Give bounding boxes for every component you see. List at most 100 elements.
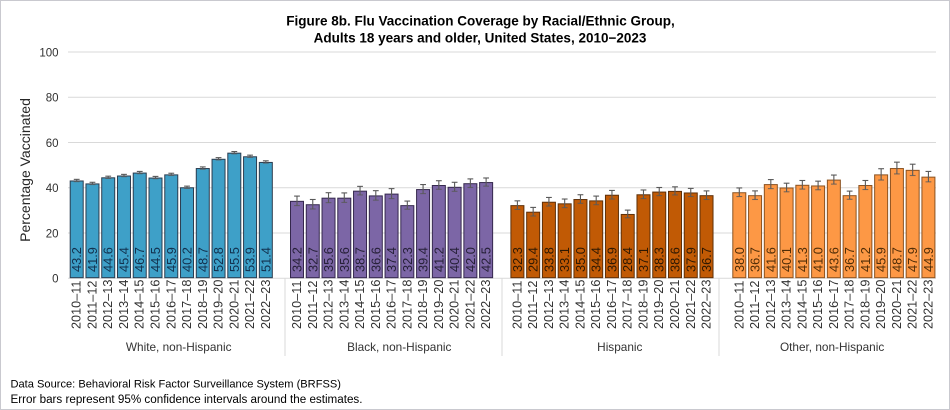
svg-text:32.7: 32.7 [305,247,320,272]
svg-text:2022–23: 2022–23 [259,280,273,329]
svg-text:2020–21: 2020–21 [890,280,904,329]
svg-text:38.7: 38.7 [353,247,368,272]
svg-text:2022–23: 2022–23 [921,280,935,329]
svg-text:Figure 8b. Flu Vaccination Cov: Figure 8b. Flu Vaccination Coverage by R… [286,14,675,29]
svg-text:36.6: 36.6 [368,247,383,272]
svg-text:2021–22: 2021–22 [906,280,920,329]
svg-text:2018–19: 2018–19 [416,280,430,329]
svg-text:2013–14: 2013–14 [117,280,131,329]
svg-text:38.0: 38.0 [732,247,747,272]
svg-text:Adults 18 years and older, Uni: Adults 18 years and older, United States… [314,30,647,45]
svg-text:2013–14: 2013–14 [558,280,572,329]
svg-text:2010–11: 2010–11 [510,281,524,329]
svg-text:Hispanic: Hispanic [597,340,642,354]
svg-text:44.9: 44.9 [921,247,936,272]
svg-text:33.8: 33.8 [541,247,556,272]
svg-text:45.4: 45.4 [116,247,131,272]
svg-text:2016–17: 2016–17 [827,280,841,329]
svg-text:47.9: 47.9 [905,247,920,272]
svg-text:28.4: 28.4 [620,247,635,272]
svg-text:33.1: 33.1 [557,247,572,272]
svg-text:2022–23: 2022–23 [700,280,714,329]
svg-text:2018–19: 2018–19 [858,280,872,329]
svg-text:38.6: 38.6 [668,247,683,272]
svg-text:29.4: 29.4 [526,247,541,272]
svg-text:32.3: 32.3 [510,247,525,272]
svg-text:2010–11: 2010–11 [70,281,84,329]
svg-text:41.2: 41.2 [858,247,873,272]
svg-text:Black, non-Hispanic: Black, non-Hispanic [347,340,451,354]
svg-text:43.6: 43.6 [826,247,841,272]
svg-text:42.5: 42.5 [479,247,494,272]
svg-text:80: 80 [46,93,59,105]
svg-text:44.6: 44.6 [101,247,116,272]
svg-text:40: 40 [46,183,59,195]
svg-text:51.4: 51.4 [258,247,273,272]
svg-text:2020–21: 2020–21 [448,280,462,329]
svg-text:46.7: 46.7 [132,247,147,272]
svg-text:20: 20 [46,229,59,241]
svg-text:2021–22: 2021–22 [463,280,477,329]
svg-text:39.4: 39.4 [416,247,431,272]
svg-text:32.3: 32.3 [400,247,415,272]
svg-text:2014–15: 2014–15 [573,280,587,329]
svg-text:Other, non-Hispanic: Other, non-Hispanic [780,340,884,354]
svg-text:2013–14: 2013–14 [780,280,794,329]
svg-text:35.6: 35.6 [337,247,352,272]
svg-text:2017–18: 2017–18 [621,280,635,329]
svg-text:2019–20: 2019–20 [874,280,888,329]
svg-text:2011–12: 2011–12 [526,281,540,329]
svg-text:36.7: 36.7 [699,247,714,272]
svg-text:2021–22: 2021–22 [243,280,257,329]
svg-text:44.5: 44.5 [148,247,163,272]
svg-text:2015–16: 2015–16 [149,280,163,329]
svg-text:37.1: 37.1 [636,247,651,272]
svg-text:2020–21: 2020–21 [227,280,241,329]
svg-text:100: 100 [39,48,58,60]
svg-text:40.1: 40.1 [779,247,794,272]
svg-text:Data Source: Behavioral Risk F: Data Source: Behavioral Risk Factor Surv… [11,378,341,390]
svg-text:34.4: 34.4 [589,247,604,272]
svg-text:2015–16: 2015–16 [811,280,825,329]
svg-text:43.2: 43.2 [69,247,84,272]
svg-text:34.2: 34.2 [290,247,305,272]
svg-text:2013–14: 2013–14 [337,280,351,329]
svg-text:42.0: 42.0 [463,247,478,272]
svg-text:2019–20: 2019–20 [652,280,666,329]
svg-text:2011–12: 2011–12 [306,281,320,329]
svg-text:0: 0 [52,274,58,286]
svg-text:37.4: 37.4 [384,247,399,272]
svg-text:2022–23: 2022–23 [479,280,493,329]
svg-text:2010–11: 2010–11 [290,281,304,329]
svg-text:36.7: 36.7 [842,247,857,272]
svg-text:52.8: 52.8 [211,247,226,272]
svg-text:38.3: 38.3 [652,247,667,272]
svg-text:2018–19: 2018–19 [636,280,650,329]
svg-text:41.3: 41.3 [795,247,810,272]
svg-text:41.2: 41.2 [431,247,446,272]
svg-text:2017–18: 2017–18 [180,280,194,329]
svg-text:Error bars represent 95% confi: Error bars represent 95% confidence inte… [11,393,363,406]
svg-text:36.9: 36.9 [604,247,619,272]
svg-text:White, non-Hispanic: White, non-Hispanic [126,340,232,354]
svg-text:36.7: 36.7 [748,247,763,272]
svg-text:40.2: 40.2 [180,247,195,272]
svg-text:35.0: 35.0 [573,247,588,272]
svg-text:48.7: 48.7 [195,247,210,272]
svg-text:2018–19: 2018–19 [196,280,210,329]
svg-text:55.5: 55.5 [227,247,242,272]
svg-text:2014–15: 2014–15 [795,280,809,329]
svg-text:2014–15: 2014–15 [353,280,367,329]
svg-text:2017–18: 2017–18 [400,280,414,329]
svg-text:2020–21: 2020–21 [668,280,682,329]
svg-text:2021–22: 2021–22 [684,280,698,329]
svg-text:41.6: 41.6 [763,247,778,272]
svg-text:2016–17: 2016–17 [385,280,399,329]
svg-text:2012–13: 2012–13 [764,280,778,329]
svg-text:2011–12: 2011–12 [85,281,99,329]
svg-text:2017–18: 2017–18 [843,280,857,329]
svg-text:41.0: 41.0 [811,247,826,272]
svg-text:2016–17: 2016–17 [164,280,178,329]
svg-text:48.7: 48.7 [889,247,904,272]
svg-text:2010–11: 2010–11 [732,281,746,329]
